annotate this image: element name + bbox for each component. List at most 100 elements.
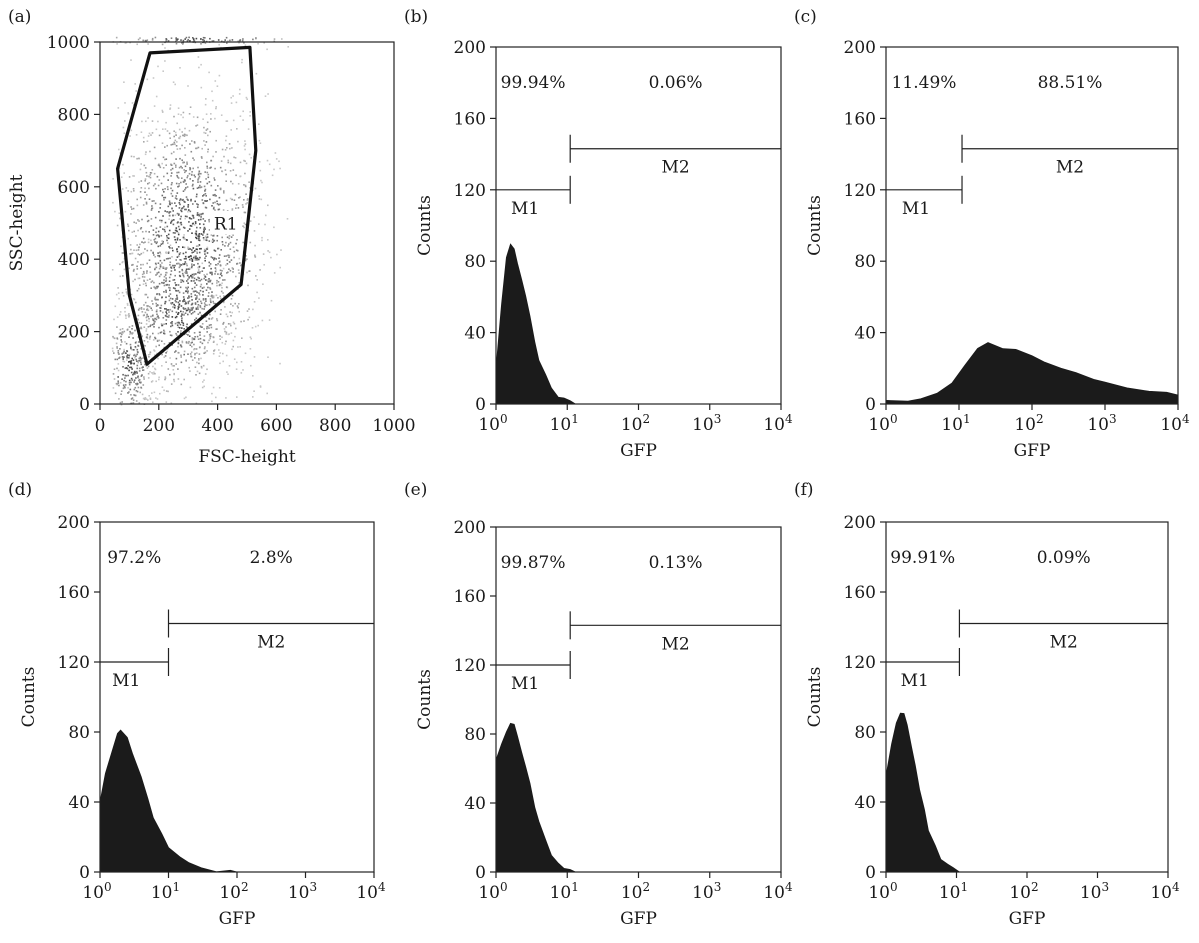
scatter-point: [169, 261, 172, 264]
scatter-point: [148, 305, 151, 308]
scatter-point: [260, 198, 263, 201]
scatter-point: [172, 279, 174, 281]
scatter-point: [223, 328, 226, 330]
scatter-point: [215, 139, 217, 142]
scatter-point: [189, 224, 192, 227]
scatter-point: [210, 333, 212, 335]
scatter-point: [223, 295, 225, 297]
scatter-point: [131, 325, 134, 327]
scatter-point: [165, 279, 168, 281]
scatter-point: [225, 264, 227, 266]
scatter-point: [177, 233, 180, 236]
scatter-point: [200, 278, 203, 281]
scatter-point: [130, 293, 133, 296]
scatter-point: [131, 368, 133, 370]
scatter-point: [190, 274, 192, 277]
scatter-point: [123, 379, 125, 382]
scatter-point: [155, 187, 157, 190]
scatter-point: [164, 196, 167, 199]
scatter-point: [183, 238, 186, 240]
scatter-point: [195, 232, 198, 235]
scatter-point: [155, 266, 158, 269]
x-tick-exponent: 0: [104, 880, 112, 894]
scatter-point: [228, 261, 231, 263]
scatter-point: [175, 195, 177, 197]
scatter-point: [214, 201, 216, 204]
scatter-point: [170, 175, 172, 177]
scatter-point: [206, 171, 209, 174]
scatter-point: [210, 113, 212, 115]
scatter-point: [225, 354, 228, 357]
histogram-area: [885, 342, 1179, 405]
scatter-point: [165, 277, 167, 279]
scatter-point: [191, 223, 194, 225]
scatter-point: [204, 220, 206, 222]
scatter-point: [127, 387, 129, 389]
scatter-point: [181, 314, 183, 316]
scatter-point: [200, 186, 203, 188]
scatter-point: [219, 273, 222, 276]
scatter-point: [252, 396, 254, 398]
scatter-point: [186, 274, 189, 277]
scatter-point: [155, 302, 157, 305]
scatter-point: [216, 318, 218, 320]
scatter-point: [128, 326, 131, 328]
scatter-point: [135, 249, 138, 252]
scatter-point: [220, 290, 223, 293]
scatter-point: [228, 254, 231, 257]
scatter-point: [205, 207, 208, 209]
scatter-point: [174, 351, 176, 353]
scatter-point: [174, 282, 176, 284]
percentage-m1: 99.87%: [501, 553, 566, 573]
scatter-point: [208, 333, 211, 336]
scatter-point: [168, 214, 171, 217]
scatter-point: [169, 308, 172, 311]
scatter-point: [197, 279, 200, 282]
scatter-point: [220, 160, 223, 162]
scatter-point: [137, 309, 140, 311]
scatter-point: [185, 251, 187, 254]
scatter-point: [150, 249, 152, 252]
scatter-point: [157, 304, 160, 307]
scatter-point: [230, 303, 232, 305]
scatter-point: [178, 271, 181, 273]
scatter-point: [226, 259, 229, 261]
scatter-point: [237, 306, 239, 309]
scatter-point: [150, 315, 152, 318]
scatter-point: [191, 341, 193, 344]
scatter-point: [161, 324, 164, 327]
scatter-point: [218, 43, 220, 46]
y-tick-label: 0: [79, 863, 90, 883]
scatter-point: [158, 344, 160, 347]
scatter-point: [177, 289, 180, 292]
scatter-point: [204, 351, 206, 354]
scatter-point: [154, 241, 156, 243]
scatter-point: [130, 129, 133, 132]
scatter-point: [258, 223, 260, 225]
marker-label: M2: [1056, 158, 1084, 178]
scatter-point: [180, 209, 182, 212]
scatter-point: [214, 310, 216, 313]
panel-label: (d): [8, 480, 32, 500]
scatter-point: [188, 335, 191, 337]
scatter-point: [140, 163, 142, 165]
scatter-point: [206, 331, 208, 333]
scatter-point: [218, 355, 221, 357]
x-tick-label: 102: [219, 880, 248, 903]
scatter-point: [143, 376, 145, 378]
marker-m1: M1: [886, 175, 963, 219]
scatter-point: [137, 253, 139, 255]
scatter-point: [214, 302, 217, 305]
scatter-point: [219, 269, 222, 272]
scatter-point: [195, 248, 198, 250]
scatter-point: [146, 270, 148, 272]
x-tick-label: 100: [82, 880, 111, 903]
scatter-point: [165, 158, 168, 160]
scatter-point: [198, 298, 201, 301]
scatter-point: [160, 331, 163, 333]
scatter-point: [202, 202, 205, 204]
scatter-point: [198, 362, 200, 365]
scatter-point: [167, 242, 169, 244]
x-axis-label: GFP: [1009, 909, 1046, 929]
scatter-point: [162, 128, 164, 130]
